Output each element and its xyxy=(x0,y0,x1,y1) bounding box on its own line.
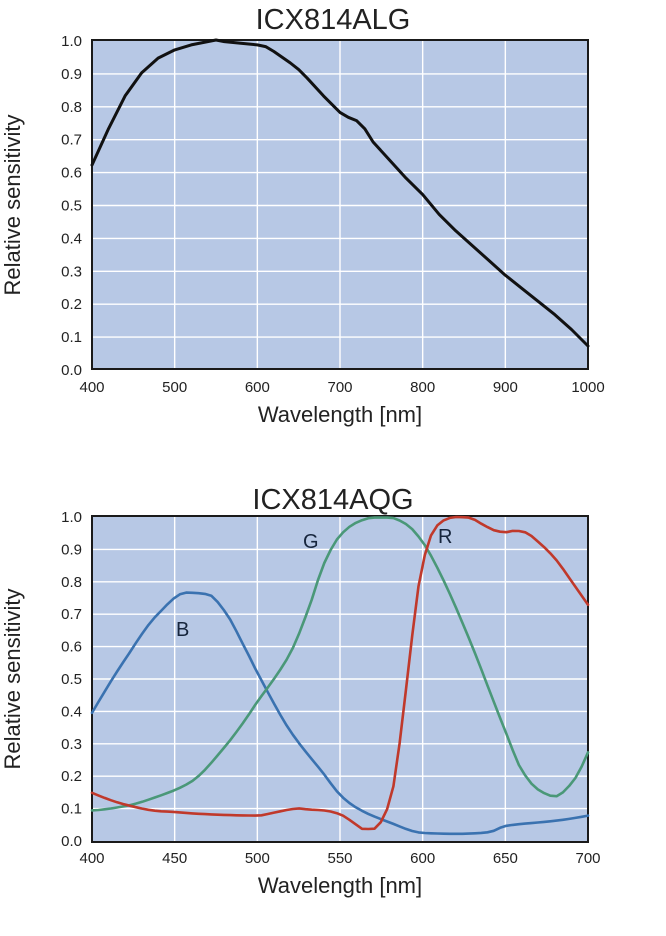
svg-text:R: R xyxy=(438,526,452,548)
svg-text:G: G xyxy=(303,531,319,553)
svg-text:650: 650 xyxy=(493,850,518,867)
svg-text:0.3: 0.3 xyxy=(61,263,82,280)
svg-text:0.6: 0.6 xyxy=(61,639,82,656)
svg-text:400: 400 xyxy=(79,379,104,396)
svg-text:0.8: 0.8 xyxy=(61,99,82,116)
svg-text:Relative sensitivity: Relative sensitivity xyxy=(0,115,25,296)
svg-text:1.0: 1.0 xyxy=(61,33,82,50)
svg-text:900: 900 xyxy=(493,379,518,396)
svg-text:0.2: 0.2 xyxy=(61,296,82,313)
svg-text:400: 400 xyxy=(79,850,104,867)
svg-text:0.0: 0.0 xyxy=(61,833,82,850)
svg-text:0.9: 0.9 xyxy=(61,66,82,83)
svg-text:0.4: 0.4 xyxy=(61,230,82,247)
svg-text:0.4: 0.4 xyxy=(61,703,82,720)
svg-text:0.7: 0.7 xyxy=(61,132,82,149)
svg-text:0.5: 0.5 xyxy=(61,671,82,688)
svg-text:0.1: 0.1 xyxy=(61,801,82,818)
svg-text:Relative sensitivity: Relative sensitivity xyxy=(0,589,25,770)
svg-text:0.2: 0.2 xyxy=(61,768,82,785)
svg-text:1000: 1000 xyxy=(571,379,604,396)
svg-text:500: 500 xyxy=(245,850,270,867)
svg-text:600: 600 xyxy=(245,379,270,396)
svg-text:700: 700 xyxy=(327,379,352,396)
svg-text:0.6: 0.6 xyxy=(61,165,82,182)
svg-text:0.1: 0.1 xyxy=(61,329,82,346)
svg-text:0.3: 0.3 xyxy=(61,736,82,753)
svg-text:B: B xyxy=(176,619,189,641)
svg-text:800: 800 xyxy=(410,379,435,396)
svg-text:Wavelength [nm]: Wavelength [nm] xyxy=(258,873,422,898)
svg-text:500: 500 xyxy=(162,379,187,396)
svg-text:700: 700 xyxy=(575,850,600,867)
svg-text:1.0: 1.0 xyxy=(61,509,82,526)
svg-text:0.9: 0.9 xyxy=(61,541,82,558)
svg-text:Wavelength [nm]: Wavelength [nm] xyxy=(258,402,422,427)
svg-text:0.8: 0.8 xyxy=(61,574,82,591)
svg-text:0.0: 0.0 xyxy=(61,362,82,379)
svg-text:550: 550 xyxy=(327,850,352,867)
svg-text:0.7: 0.7 xyxy=(61,606,82,623)
svg-text:450: 450 xyxy=(162,850,187,867)
svg-text:600: 600 xyxy=(410,850,435,867)
svg-text:0.5: 0.5 xyxy=(61,198,82,215)
